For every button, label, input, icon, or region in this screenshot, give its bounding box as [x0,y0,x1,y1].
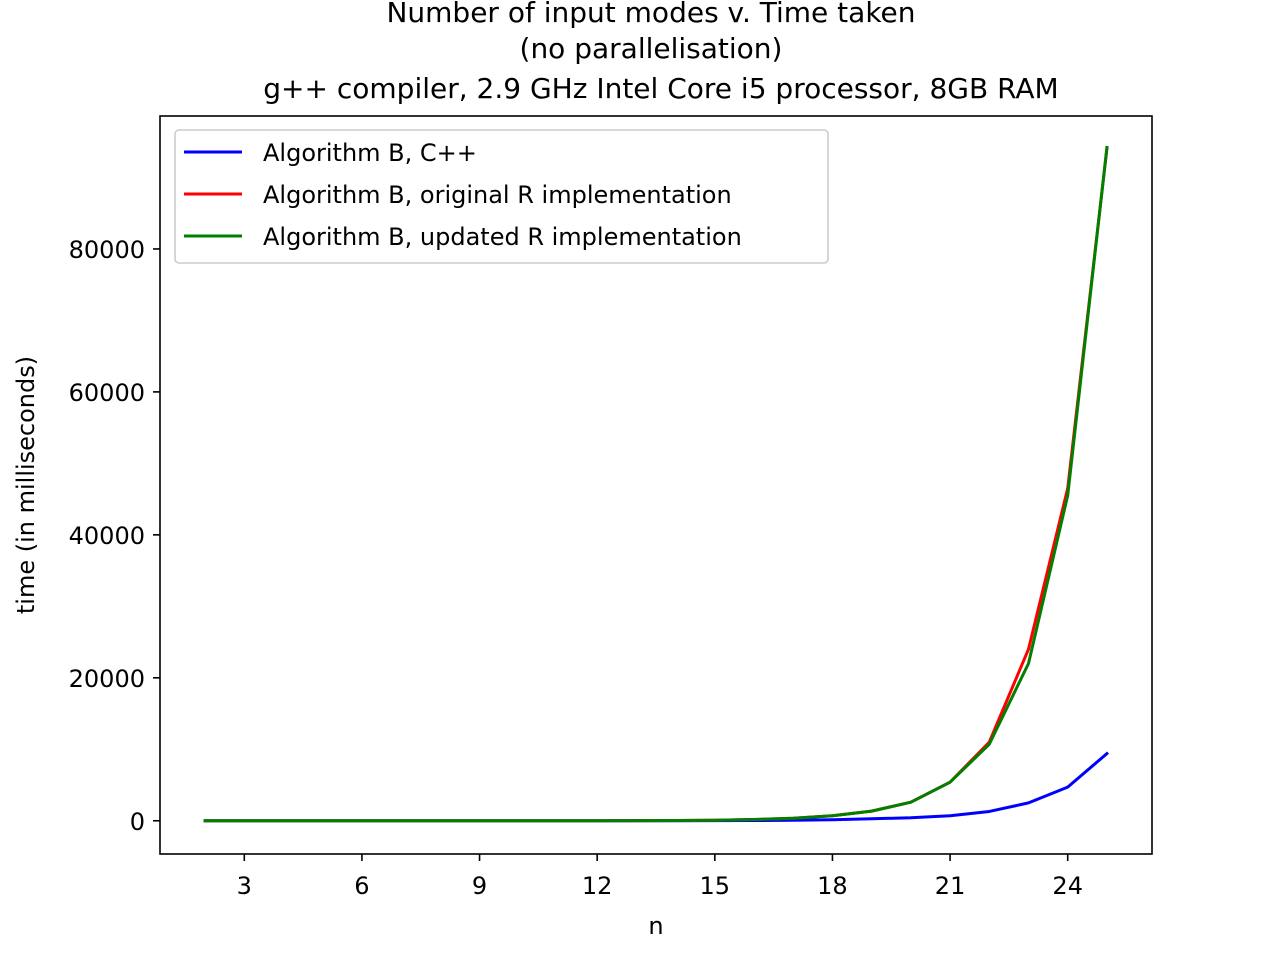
y-axis-label: time (in milliseconds) [12,356,40,614]
x-tick-label: 6 [354,872,369,900]
y-tick-label: 0 [130,808,145,836]
plot-frame [159,115,1153,855]
title-line-1: Number of input modes v. Time taken [386,0,915,29]
legend-box [174,129,829,264]
legend-label-original-r: Algorithm B, original R implementation [263,181,732,209]
y-axis-ticks: 0 20000 40000 60000 80000 [69,236,160,836]
x-axis-label: n [648,912,663,940]
series-layer [203,145,1110,823]
title-line-3: g++ compiler, 2.9 GHz Intel Core i5 proc… [263,72,1058,105]
y-tick-label: 20000 [69,665,145,693]
y-tick-label: 60000 [69,379,145,407]
legend: Algorithm B, C++ Algorithm B, original R… [174,129,829,264]
x-tick-label: 18 [817,872,848,900]
x-tick-label: 9 [472,872,487,900]
x-tick-label: 15 [700,872,731,900]
series-line-2 [203,145,1109,823]
y-tick-label: 80000 [69,236,145,264]
x-tick-label: 21 [935,872,966,900]
y-tick-label: 40000 [69,522,145,550]
x-tick-label: 3 [237,872,252,900]
title-line-2: (no parallelisation) [520,32,783,65]
x-tick-label: 12 [582,872,613,900]
x-axis-ticks: 3 6 9 12 15 18 21 24 [237,854,1083,900]
legend-label-cpp: Algorithm B, C++ [263,139,477,167]
x-tick-label: 24 [1052,872,1083,900]
chart-title: Number of input modes v. Time taken (no … [263,0,1058,105]
legend-label-updated-r: Algorithm B, updated R implementation [263,223,742,251]
